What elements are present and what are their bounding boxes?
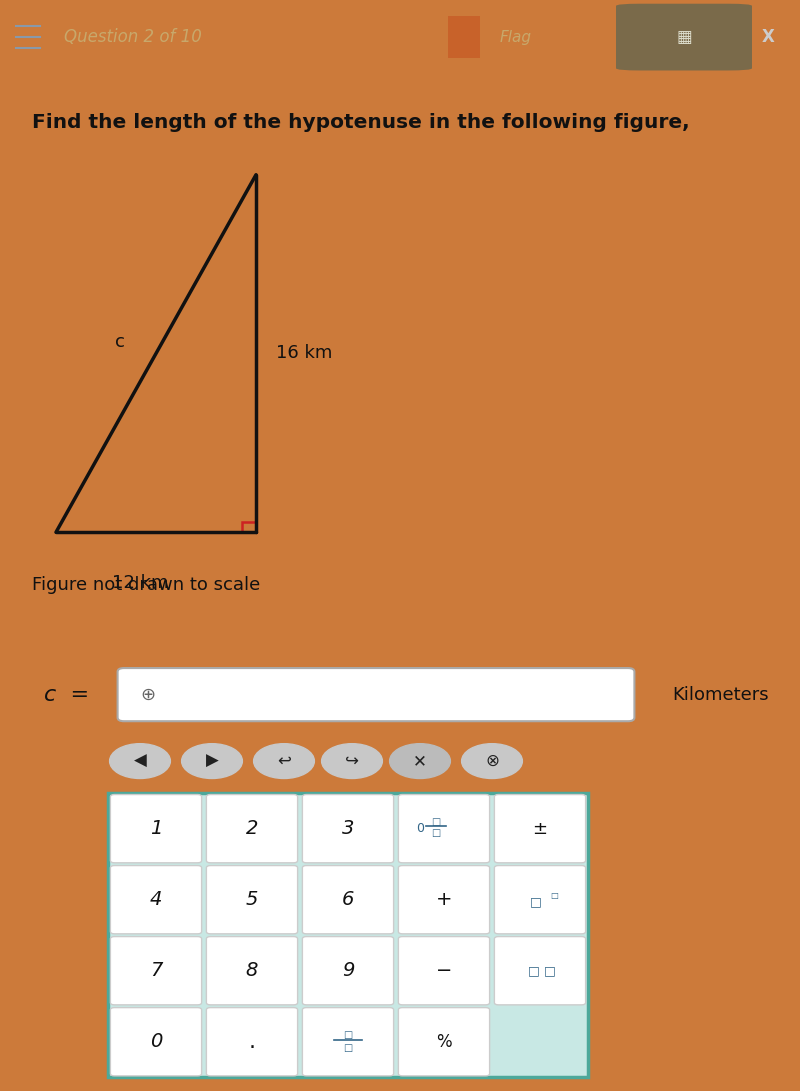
FancyBboxPatch shape xyxy=(398,794,490,863)
Text: □: □ xyxy=(431,828,441,838)
Circle shape xyxy=(254,744,314,779)
Text: 5: 5 xyxy=(246,890,258,909)
Circle shape xyxy=(390,744,450,779)
Text: ✕: ✕ xyxy=(413,752,427,770)
Text: .: . xyxy=(249,1032,255,1052)
FancyBboxPatch shape xyxy=(206,865,298,934)
Text: ⊕: ⊕ xyxy=(140,685,155,704)
Text: ↪: ↪ xyxy=(345,752,359,770)
FancyBboxPatch shape xyxy=(206,794,298,863)
FancyBboxPatch shape xyxy=(302,1008,394,1076)
Text: ±: ± xyxy=(533,819,547,838)
Text: 2: 2 xyxy=(246,819,258,838)
Text: □: □ xyxy=(431,817,441,827)
Text: c  =: c = xyxy=(44,685,89,705)
FancyBboxPatch shape xyxy=(108,793,588,1077)
Text: ◀: ◀ xyxy=(134,752,146,770)
FancyBboxPatch shape xyxy=(302,865,394,934)
FancyBboxPatch shape xyxy=(398,865,490,934)
Text: 4: 4 xyxy=(150,890,162,909)
Text: c: c xyxy=(115,334,125,351)
FancyBboxPatch shape xyxy=(110,936,202,1005)
Text: 9: 9 xyxy=(342,961,354,980)
Text: Flag: Flag xyxy=(500,29,532,45)
Text: Question 2 of 10: Question 2 of 10 xyxy=(64,28,202,46)
Circle shape xyxy=(462,744,522,779)
FancyBboxPatch shape xyxy=(302,794,394,863)
Text: 16 km: 16 km xyxy=(276,345,332,362)
Text: ▦: ▦ xyxy=(676,28,692,46)
Circle shape xyxy=(322,744,382,779)
FancyBboxPatch shape xyxy=(398,1008,490,1076)
FancyBboxPatch shape xyxy=(110,794,202,863)
Text: □: □ xyxy=(530,896,542,909)
FancyBboxPatch shape xyxy=(494,794,586,863)
Text: 6: 6 xyxy=(342,890,354,909)
Text: □: □ xyxy=(343,1043,353,1053)
Text: □: □ xyxy=(544,964,555,978)
FancyBboxPatch shape xyxy=(448,16,480,58)
FancyBboxPatch shape xyxy=(494,936,586,1005)
FancyBboxPatch shape xyxy=(118,668,634,721)
Text: 1: 1 xyxy=(150,819,162,838)
FancyBboxPatch shape xyxy=(110,865,202,934)
FancyBboxPatch shape xyxy=(494,865,586,934)
Text: 3: 3 xyxy=(342,819,354,838)
FancyBboxPatch shape xyxy=(616,3,752,71)
Text: 12 km: 12 km xyxy=(112,574,168,592)
Text: 8: 8 xyxy=(246,961,258,980)
Text: +: + xyxy=(436,890,452,909)
Text: □: □ xyxy=(528,964,539,978)
Text: Figure not drawn to scale: Figure not drawn to scale xyxy=(32,576,260,594)
Text: Kilometers: Kilometers xyxy=(672,685,769,704)
FancyBboxPatch shape xyxy=(110,1008,202,1076)
Text: X: X xyxy=(762,28,774,46)
Text: 0: 0 xyxy=(416,823,424,836)
Text: ▶: ▶ xyxy=(206,752,218,770)
Circle shape xyxy=(182,744,242,779)
FancyBboxPatch shape xyxy=(398,936,490,1005)
FancyBboxPatch shape xyxy=(206,936,298,1005)
Text: □: □ xyxy=(550,890,558,900)
Text: %: % xyxy=(436,1033,452,1051)
Text: 7: 7 xyxy=(150,961,162,980)
Text: □: □ xyxy=(343,1030,353,1040)
Text: −: − xyxy=(436,961,452,980)
Circle shape xyxy=(110,744,170,779)
FancyBboxPatch shape xyxy=(206,1008,298,1076)
FancyBboxPatch shape xyxy=(302,936,394,1005)
Text: ⊗: ⊗ xyxy=(485,752,499,770)
Text: ↩: ↩ xyxy=(277,752,291,770)
Text: Find the length of the hypotenuse in the following figure,: Find the length of the hypotenuse in the… xyxy=(32,113,690,132)
Text: 0: 0 xyxy=(150,1032,162,1052)
